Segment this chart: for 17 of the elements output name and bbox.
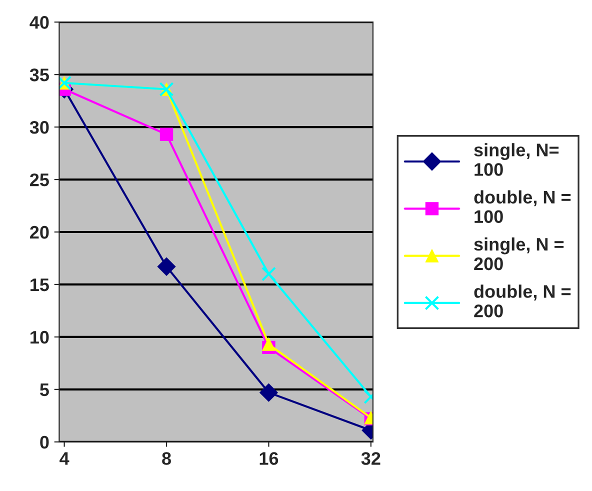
legend-label: double, N = 200 xyxy=(474,284,571,318)
y-tick-label: 20 xyxy=(30,226,49,239)
y-tick-label: 40 xyxy=(30,16,49,29)
legend-label: single, N = 200 xyxy=(474,237,564,270)
y-tick-label: 25 xyxy=(30,173,49,186)
y-tick-label: 5 xyxy=(40,384,49,396)
y-tick-label: 15 xyxy=(30,278,49,292)
x-tick-label: 4 xyxy=(60,452,70,465)
y-tick-label: 30 xyxy=(30,120,49,134)
y-tick-label: 10 xyxy=(30,330,49,344)
x-tick-label: 16 xyxy=(260,452,278,465)
legend-label: double, N = 100 xyxy=(474,190,571,224)
x-tick-label: 8 xyxy=(162,452,171,465)
legend-label: single, N= 100 xyxy=(474,143,559,176)
x-tick-label: 32 xyxy=(361,452,380,465)
y-tick-label: 35 xyxy=(30,68,49,82)
y-tick-label: 0 xyxy=(40,436,49,449)
